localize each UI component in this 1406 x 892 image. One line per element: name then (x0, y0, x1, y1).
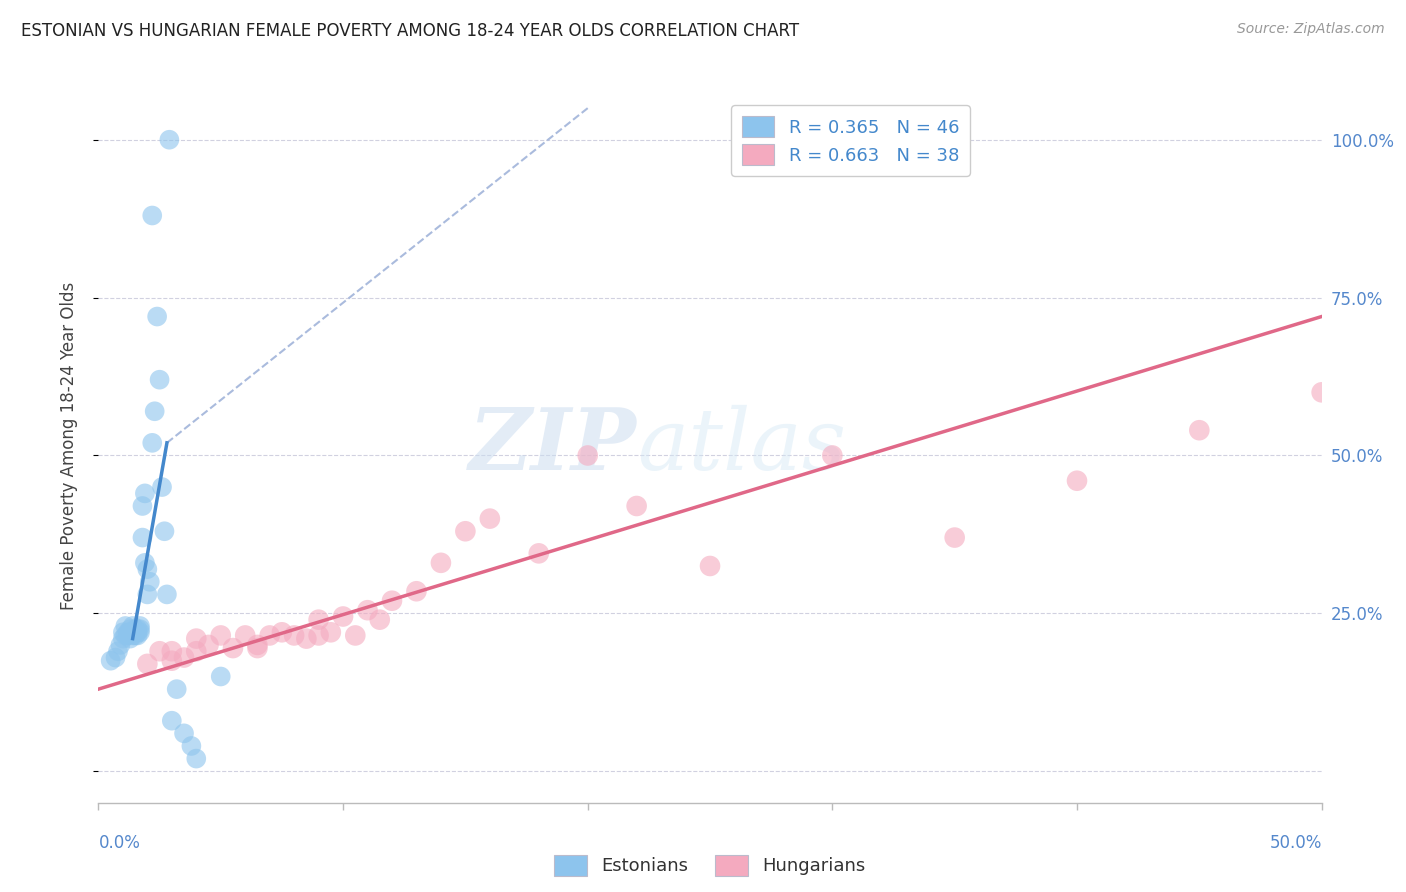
Point (222, 641, 245, 656)
Point (186, 751, 208, 765)
Point (626, 499, 648, 513)
Point (186, 632, 208, 646)
Point (173, 650, 195, 665)
Point (246, 641, 269, 656)
Text: 0.0%: 0.0% (98, 834, 141, 852)
Point (120, 622, 142, 636)
Point (1188, 423, 1211, 437)
Point (430, 556, 453, 570)
Point (246, 638, 269, 652)
Point (120, 625, 142, 640)
Point (295, 632, 318, 646)
Point (332, 609, 354, 624)
Point (124, 628, 146, 642)
Point (197, 638, 219, 652)
Point (114, 619, 136, 633)
Point (527, 546, 550, 560)
Point (180, 739, 202, 753)
Point (100, 654, 122, 668)
Point (129, 619, 152, 633)
Point (699, 559, 721, 574)
Point (454, 524, 477, 539)
Y-axis label: Female Poverty Among 18-24 Year Olds: Female Poverty Among 18-24 Year Olds (59, 282, 77, 610)
Text: ESTONIAN VS HUNGARIAN FEMALE POVERTY AMONG 18-24 YEAR OLDS CORRELATION CHART: ESTONIAN VS HUNGARIAN FEMALE POVERTY AMO… (21, 22, 799, 40)
Point (110, 638, 132, 652)
Point (139, 574, 162, 589)
Text: atlas: atlas (637, 405, 846, 487)
Text: 50.0%: 50.0% (1270, 834, 1322, 852)
Point (368, 613, 391, 627)
Point (160, 654, 183, 668)
Point (127, 625, 149, 640)
Point (149, 644, 172, 658)
Point (111, 625, 134, 640)
Point (308, 613, 330, 627)
Point (124, 622, 146, 636)
Point (134, 486, 156, 500)
Point (134, 556, 156, 570)
Point (259, 628, 281, 642)
Point (127, 628, 149, 642)
Point (233, 628, 256, 642)
Point (283, 628, 305, 642)
Point (209, 628, 232, 642)
Legend: Estonians, Hungarians: Estonians, Hungarians (544, 844, 876, 887)
Point (143, 404, 166, 418)
Point (124, 625, 146, 640)
Text: Source: ZipAtlas.com: Source: ZipAtlas.com (1237, 22, 1385, 37)
Point (117, 625, 139, 640)
Point (150, 480, 173, 494)
Point (943, 531, 966, 545)
Point (1310, 385, 1333, 400)
Point (160, 644, 183, 658)
Point (129, 625, 152, 640)
Point (160, 714, 183, 728)
Point (173, 726, 195, 740)
Point (186, 644, 208, 658)
Point (381, 593, 404, 607)
Point (141, 209, 163, 223)
Point (157, 133, 180, 147)
Point (107, 644, 129, 658)
Point (478, 511, 501, 525)
Point (129, 622, 152, 636)
Point (1066, 474, 1088, 488)
Point (146, 310, 169, 324)
Point (117, 628, 139, 642)
Point (270, 625, 294, 640)
Point (121, 628, 143, 642)
Point (136, 562, 159, 576)
Point (209, 669, 232, 683)
Point (121, 619, 143, 633)
Point (319, 625, 342, 640)
Point (127, 622, 149, 636)
Point (153, 524, 176, 539)
Point (114, 628, 136, 642)
Point (131, 531, 153, 545)
Point (576, 449, 599, 463)
Text: ZIP: ZIP (468, 404, 637, 488)
Point (111, 632, 134, 646)
Point (344, 628, 367, 642)
Point (104, 650, 127, 665)
Point (141, 435, 163, 450)
Point (136, 587, 159, 601)
Point (356, 603, 378, 617)
Point (308, 628, 330, 642)
Point (405, 584, 427, 599)
Point (120, 632, 142, 646)
Point (821, 449, 844, 463)
Point (156, 587, 179, 601)
Point (149, 373, 172, 387)
Point (166, 682, 188, 697)
Point (136, 657, 159, 671)
Point (131, 499, 153, 513)
